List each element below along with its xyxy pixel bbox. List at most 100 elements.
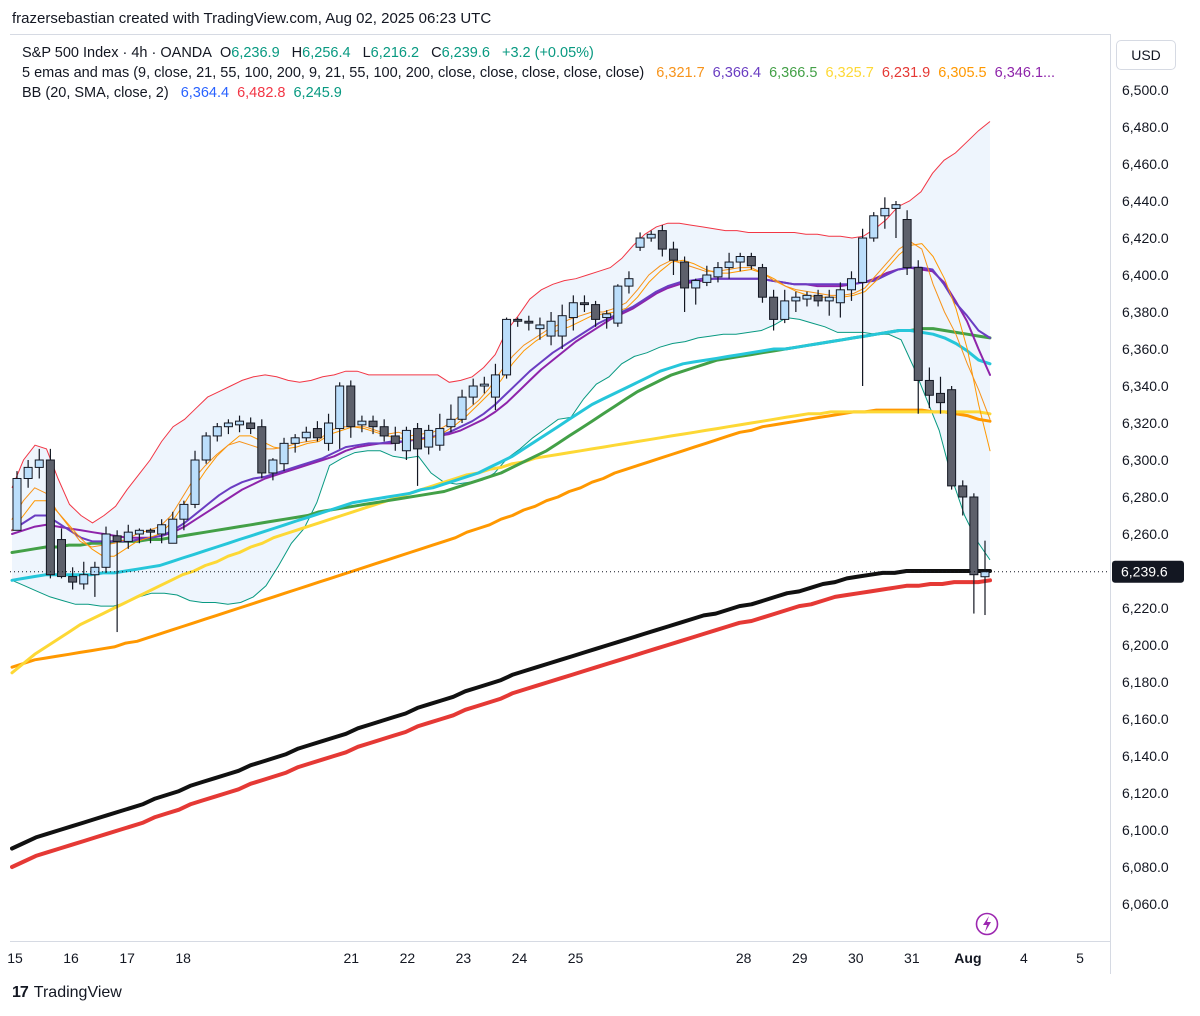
candle xyxy=(668,241,678,275)
candle-body xyxy=(724,261,734,269)
low-label: L xyxy=(362,45,371,61)
time-tick-label: 23 xyxy=(456,950,472,966)
symbol-name[interactable]: S&P 500 Index · 4h · OANDA xyxy=(22,45,212,61)
candle xyxy=(146,528,156,544)
candle-body xyxy=(846,278,856,291)
candle xyxy=(312,421,322,442)
candle-body xyxy=(535,324,545,330)
lightning-alert-icon[interactable] xyxy=(975,912,999,936)
candle xyxy=(301,426,311,442)
price-tick-label: 6,300.0 xyxy=(1122,452,1169,468)
ma-value-6: 6,305.5 xyxy=(938,65,987,81)
candle xyxy=(457,389,467,423)
candle-body xyxy=(824,296,834,302)
candle-body xyxy=(902,219,912,269)
time-tick-label: 22 xyxy=(400,950,416,966)
price-tick-label: 6,320.0 xyxy=(1122,415,1169,431)
ma200-line xyxy=(10,578,992,869)
candle xyxy=(568,295,578,331)
candle xyxy=(513,317,523,327)
candle-body xyxy=(123,531,133,542)
candle-body xyxy=(179,503,189,520)
candle-body xyxy=(713,267,723,278)
currency-button[interactable]: USD xyxy=(1116,40,1176,70)
candle-body xyxy=(413,428,423,450)
legend-ma-row[interactable]: 5 emas and mas (9, close, 21, 55, 100, 2… xyxy=(22,63,1063,83)
price-scale[interactable] xyxy=(1110,34,1200,974)
price-tick-label: 6,340.0 xyxy=(1122,378,1169,394)
candle xyxy=(90,561,100,597)
candle xyxy=(657,225,667,257)
candle xyxy=(446,404,456,433)
time-tick-label: 17 xyxy=(119,950,135,966)
candle-body xyxy=(524,320,534,324)
legend: S&P 500 Index · 4h · OANDA O6,236.9 H6,2… xyxy=(22,43,1063,103)
ma100-line xyxy=(10,408,992,669)
time-tick-label: 4 xyxy=(1020,950,1028,966)
price-tick-label: 6,120.0 xyxy=(1122,785,1169,801)
candle xyxy=(579,295,589,312)
candle-body xyxy=(702,274,712,283)
candle-body xyxy=(769,296,779,320)
candle-body xyxy=(368,420,378,428)
candle xyxy=(390,426,400,451)
candle-body xyxy=(791,296,801,302)
time-tick-label: 5 xyxy=(1076,950,1084,966)
candle-body xyxy=(624,278,634,287)
candle-body xyxy=(134,529,144,535)
plot-area xyxy=(10,121,1110,869)
candle xyxy=(468,378,478,405)
change-value: +3.2 (+0.05%) xyxy=(501,45,594,61)
candle-body xyxy=(379,426,389,437)
candle xyxy=(357,415,367,433)
candle-body xyxy=(312,428,322,439)
candle xyxy=(802,291,812,307)
candle xyxy=(791,291,801,312)
candle xyxy=(45,448,55,579)
chart-pane[interactable] xyxy=(10,34,1110,942)
candle-body xyxy=(835,289,845,304)
price-tick-label: 6,180.0 xyxy=(1122,674,1169,690)
candle xyxy=(557,304,567,349)
candle xyxy=(691,278,701,305)
tradingview-logo-icon: 17 xyxy=(12,984,29,1001)
candle-body xyxy=(79,574,89,585)
price-tick-label: 6,500.0 xyxy=(1122,82,1169,98)
candle xyxy=(757,263,767,303)
candle xyxy=(902,210,912,275)
high-value: 6,256.4 xyxy=(302,45,351,61)
candle xyxy=(524,315,534,331)
candle-body xyxy=(357,420,367,426)
price-tick-label: 6,100.0 xyxy=(1122,822,1169,838)
candle-body xyxy=(223,422,233,428)
candle-body xyxy=(168,518,178,544)
candle xyxy=(23,460,33,488)
candle-body xyxy=(635,237,645,248)
chart-credit: frazersebastian created with TradingView… xyxy=(12,10,492,27)
legend-bb-row[interactable]: BB (20, SMA, close, 2) 6,364.4 6,482.8 6,2… xyxy=(22,83,1063,103)
bb-indicator-title[interactable]: BB (20, SMA, close, 2) xyxy=(22,85,169,101)
candle-body xyxy=(335,385,345,430)
time-tick-label: 24 xyxy=(512,950,528,966)
candle xyxy=(379,419,389,442)
last-price-badge xyxy=(1112,560,1184,583)
candle-body xyxy=(490,374,500,398)
candle-body xyxy=(668,248,678,261)
time-tick-label: 15 xyxy=(7,950,23,966)
price-tick-label: 6,420.0 xyxy=(1122,230,1169,246)
candle-body xyxy=(112,535,122,542)
high-label: H xyxy=(291,45,303,61)
price-tick-label: 6,480.0 xyxy=(1122,119,1169,135)
candle-body xyxy=(190,459,200,505)
candle xyxy=(335,382,345,449)
candle-body xyxy=(602,313,612,319)
legend-symbol-row[interactable]: S&P 500 Index · 4h · OANDA O6,236.9 H6,2… xyxy=(22,43,1063,63)
low-value: 6,216.2 xyxy=(370,45,420,61)
bollinger-band-fill xyxy=(12,121,990,607)
ma-indicator-title[interactable]: 5 emas and mas (9, close, 21, 55, 100, 2… xyxy=(22,65,645,81)
tradingview-logo[interactable]: 17 TradingView xyxy=(12,984,122,1002)
candle-body xyxy=(301,431,311,439)
ma-value-7: 6,346.1... xyxy=(994,65,1056,81)
candle xyxy=(891,201,901,238)
